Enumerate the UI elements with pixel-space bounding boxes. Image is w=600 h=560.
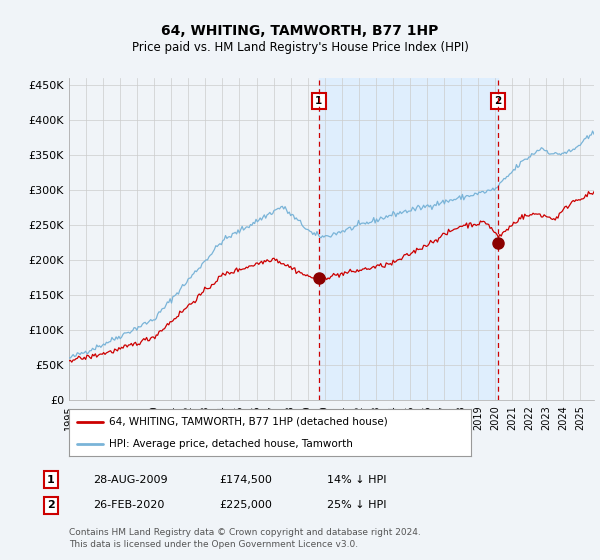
Text: 1: 1 — [47, 475, 55, 485]
Text: 14% ↓ HPI: 14% ↓ HPI — [327, 475, 386, 485]
Text: 26-FEB-2020: 26-FEB-2020 — [93, 500, 164, 510]
Text: HPI: Average price, detached house, Tamworth: HPI: Average price, detached house, Tamw… — [109, 438, 353, 449]
Text: 28-AUG-2009: 28-AUG-2009 — [93, 475, 167, 485]
Text: 2: 2 — [494, 96, 502, 106]
Text: 2: 2 — [47, 500, 55, 510]
Text: £225,000: £225,000 — [219, 500, 272, 510]
Text: £174,500: £174,500 — [219, 475, 272, 485]
Text: Price paid vs. HM Land Registry's House Price Index (HPI): Price paid vs. HM Land Registry's House … — [131, 41, 469, 54]
Text: Contains HM Land Registry data © Crown copyright and database right 2024.
This d: Contains HM Land Registry data © Crown c… — [69, 528, 421, 549]
Text: 1: 1 — [315, 96, 323, 106]
Bar — [319, 78, 497, 400]
Text: 64, WHITING, TAMWORTH, B77 1HP (detached house): 64, WHITING, TAMWORTH, B77 1HP (detached… — [109, 417, 388, 427]
Text: 64, WHITING, TAMWORTH, B77 1HP: 64, WHITING, TAMWORTH, B77 1HP — [161, 24, 439, 38]
Text: 25% ↓ HPI: 25% ↓ HPI — [327, 500, 386, 510]
